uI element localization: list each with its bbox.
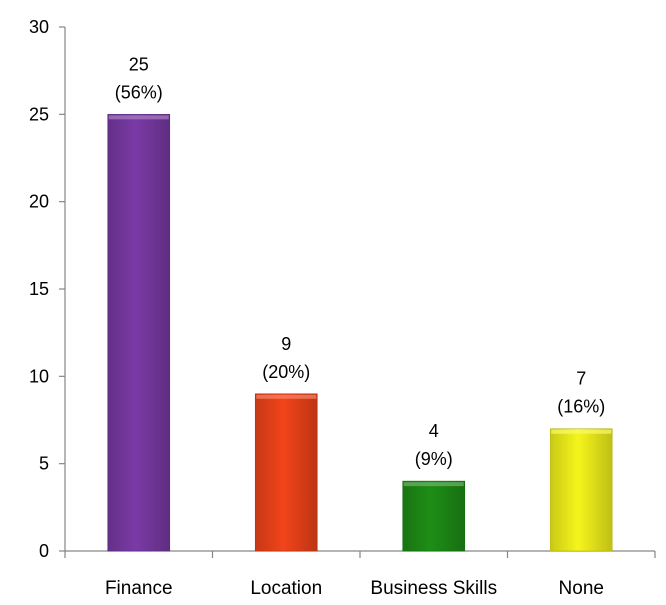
bar-none bbox=[549, 428, 613, 552]
bar-business-skills bbox=[402, 480, 466, 552]
data-label-value: 9 bbox=[281, 334, 291, 354]
bar-highlight bbox=[108, 115, 169, 120]
x-category-label: Business Skills bbox=[370, 578, 497, 599]
x-category-label: Location bbox=[250, 578, 322, 599]
data-label-percent: (20%) bbox=[262, 362, 310, 382]
y-tick-label: 15 bbox=[29, 279, 49, 299]
data-label-value: 4 bbox=[429, 421, 439, 441]
y-tick-label: 5 bbox=[39, 454, 49, 474]
y-tick-label: 30 bbox=[29, 17, 49, 37]
data-label-percent: (9%) bbox=[415, 449, 453, 469]
data-label-value: 25 bbox=[129, 54, 149, 74]
bars bbox=[107, 114, 613, 552]
bar-highlight bbox=[256, 394, 317, 399]
data-label-percent: (16%) bbox=[557, 397, 605, 417]
x-category-label: Finance bbox=[105, 578, 173, 599]
data-label-value: 7 bbox=[576, 369, 586, 389]
labels: 0 5 10 15 20 25 30 Finance (56%) 25 Location (20%) 9… bbox=[29, 17, 605, 599]
y-tick-label: 0 bbox=[39, 541, 49, 561]
bar-location bbox=[254, 393, 318, 552]
bar-highlight bbox=[403, 482, 464, 487]
bar-highlight bbox=[551, 429, 612, 434]
y-tick-label: 25 bbox=[29, 104, 49, 124]
bar-finance bbox=[107, 114, 171, 552]
y-tick-label: 10 bbox=[29, 366, 49, 386]
data-label-percent: (56%) bbox=[115, 82, 163, 102]
x-category-label: None bbox=[559, 578, 604, 599]
y-tick-label: 20 bbox=[29, 192, 49, 212]
